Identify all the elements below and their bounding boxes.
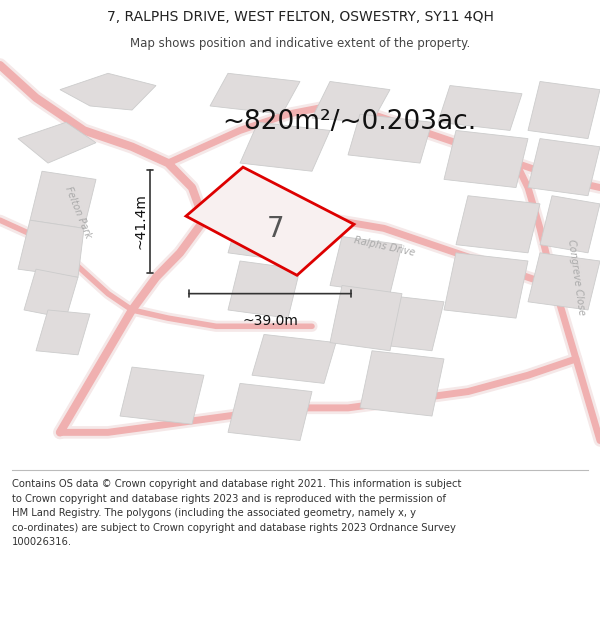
- Polygon shape: [24, 269, 78, 318]
- Polygon shape: [540, 196, 600, 253]
- Polygon shape: [528, 253, 600, 310]
- Polygon shape: [438, 86, 522, 131]
- Polygon shape: [330, 236, 402, 294]
- Polygon shape: [360, 294, 444, 351]
- Text: Congreve Close: Congreve Close: [566, 239, 586, 316]
- Polygon shape: [528, 139, 600, 196]
- Text: 7: 7: [267, 215, 285, 243]
- Text: Felton Park: Felton Park: [63, 184, 93, 239]
- Polygon shape: [210, 73, 300, 114]
- Polygon shape: [312, 81, 390, 122]
- Polygon shape: [228, 212, 300, 261]
- Polygon shape: [456, 196, 540, 253]
- Text: ~41.4m: ~41.4m: [133, 193, 147, 249]
- Polygon shape: [528, 81, 600, 139]
- Polygon shape: [348, 114, 432, 163]
- Polygon shape: [330, 286, 402, 351]
- Polygon shape: [186, 167, 354, 275]
- Polygon shape: [120, 367, 204, 424]
- Text: 7, RALPHS DRIVE, WEST FELTON, OSWESTRY, SY11 4QH: 7, RALPHS DRIVE, WEST FELTON, OSWESTRY, …: [107, 10, 493, 24]
- Polygon shape: [228, 261, 300, 318]
- Polygon shape: [252, 334, 336, 383]
- Polygon shape: [360, 351, 444, 416]
- Polygon shape: [18, 220, 84, 278]
- Text: Ralphs Drive: Ralphs Drive: [353, 236, 415, 258]
- Polygon shape: [36, 310, 90, 355]
- Polygon shape: [240, 122, 330, 171]
- Text: Map shows position and indicative extent of the property.: Map shows position and indicative extent…: [130, 37, 470, 50]
- Polygon shape: [30, 171, 96, 228]
- Polygon shape: [60, 73, 156, 110]
- Text: ~820m²/~0.203ac.: ~820m²/~0.203ac.: [222, 109, 476, 135]
- Text: Contains OS data © Crown copyright and database right 2021. This information is : Contains OS data © Crown copyright and d…: [12, 479, 461, 547]
- Polygon shape: [228, 383, 312, 441]
- Text: ~39.0m: ~39.0m: [242, 314, 298, 328]
- Polygon shape: [18, 122, 96, 163]
- Polygon shape: [444, 131, 528, 188]
- Polygon shape: [444, 253, 528, 318]
